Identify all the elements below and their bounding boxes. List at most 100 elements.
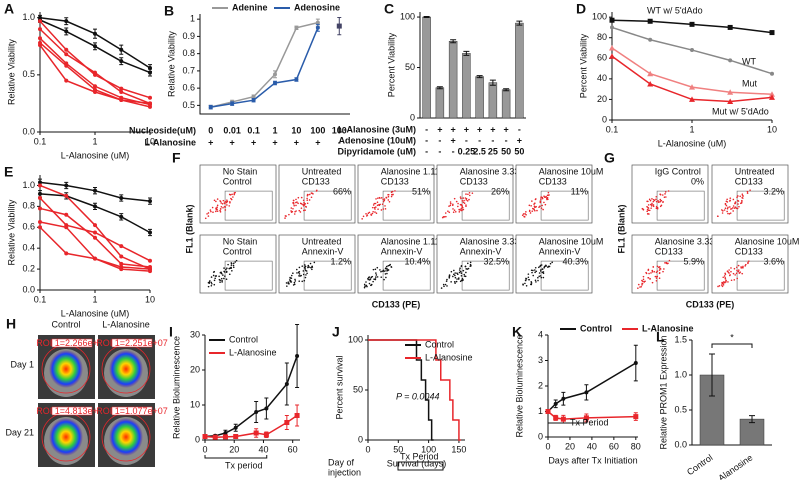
flow-dot: [219, 209, 221, 212]
flow-dot: [651, 269, 654, 272]
roi-box: [111, 338, 153, 348]
marker: [38, 36, 42, 41]
legend-label: Adenine: [232, 2, 268, 12]
flow-dot: [546, 198, 548, 201]
flow-dot: [305, 206, 308, 208]
table-cell: -: [438, 135, 441, 145]
flow-dot: [739, 195, 741, 198]
y-axis-label: Relative Bioluminescence: [171, 336, 181, 439]
flow-dot: [289, 276, 291, 279]
x-tick-label: 10: [145, 136, 155, 146]
flow-dot: [540, 196, 542, 198]
flow-dot: [530, 269, 533, 272]
flow-dot: [458, 208, 460, 211]
category-label: 1: [272, 125, 277, 135]
flow-dot: [539, 275, 542, 277]
marker: [93, 90, 97, 94]
flow-dot: [651, 281, 654, 284]
flow-dot: [310, 196, 313, 199]
flow-dot: [737, 199, 739, 202]
flow-dot: [381, 270, 384, 272]
marker: [64, 19, 69, 24]
flow-dot: [207, 212, 210, 214]
y-axis-label: FL1 (Blank): [616, 204, 626, 253]
marker: [64, 225, 69, 230]
flow-dot: [732, 205, 735, 207]
flow-dot: [385, 276, 387, 279]
marker: [728, 58, 733, 63]
panel-label: B: [164, 3, 174, 19]
table-cell: +: [208, 137, 213, 147]
flow-dot: [746, 192, 749, 194]
flow-dot: [463, 202, 466, 205]
marker: [64, 193, 69, 198]
flow-dot: [538, 275, 541, 278]
flow-dot: [737, 195, 739, 197]
table-cell: +: [450, 135, 455, 145]
y-tick-label: 100: [348, 334, 363, 344]
category-label: 10: [291, 125, 301, 135]
flow-dot: [459, 267, 461, 269]
marker: [315, 20, 320, 25]
flow-dot: [736, 196, 738, 199]
flow-dot: [551, 261, 553, 264]
flow-dot: [222, 206, 224, 209]
y-tick-label: 80: [597, 32, 607, 42]
flow-dot: [452, 203, 454, 206]
plot-label: Annexin-V: [381, 246, 423, 256]
flow-dot: [363, 283, 366, 286]
flow-dot: [382, 208, 385, 210]
flow-dot: [525, 285, 528, 287]
marker: [148, 199, 152, 204]
flow-dot: [443, 285, 445, 288]
flow-dot: [457, 202, 459, 205]
marker: [38, 27, 42, 32]
flow-dot: [376, 276, 379, 278]
x-axis-label: L-Alanosine (uM): [61, 308, 130, 318]
flow-dot: [464, 265, 467, 268]
marker: [233, 425, 238, 430]
error-bar: [463, 50, 470, 56]
flow-dot: [728, 272, 730, 274]
table-cell: +: [503, 124, 508, 134]
flow-dot: [725, 200, 728, 203]
flow-dot: [387, 195, 390, 198]
flow-dot: [295, 204, 297, 207]
table-cell: +: [272, 137, 277, 147]
marker: [251, 94, 256, 99]
flow-dot: [373, 202, 376, 205]
marker: [647, 70, 654, 77]
flow-dot: [729, 274, 731, 276]
flow-dot: [386, 269, 389, 272]
flow-dot: [296, 272, 298, 274]
flow-dot: [737, 203, 739, 205]
flow-dot: [730, 267, 732, 269]
flow-dot: [729, 212, 732, 214]
flow-dot: [223, 202, 226, 204]
flow-dot: [535, 198, 537, 200]
flow-dot: [448, 277, 451, 279]
flow-dot: [298, 280, 301, 282]
flow-dot: [383, 199, 386, 202]
table-cell: -: [465, 135, 468, 145]
flow-dot: [449, 204, 452, 207]
y-axis-label: Relative Viability: [6, 199, 16, 265]
flow-dot: [652, 198, 655, 201]
flow-dot: [292, 199, 295, 202]
table-cell: -: [478, 135, 481, 145]
percent-label: 51%: [412, 186, 430, 196]
plot-label: Alanosine 1.11uM: [381, 236, 452, 246]
gate: [656, 260, 705, 291]
flow-dot: [664, 262, 666, 264]
flow-dot: [723, 280, 725, 283]
marker: [93, 70, 97, 75]
flow-dot: [297, 196, 300, 199]
flow-dot: [641, 284, 643, 286]
flow-dot: [651, 202, 653, 205]
flow-dot: [655, 198, 657, 201]
flow-dot: [370, 284, 372, 286]
flow-dot: [294, 280, 297, 282]
flow-dot: [667, 190, 670, 192]
flow-dot: [373, 206, 376, 209]
flow-dot: [741, 196, 743, 199]
